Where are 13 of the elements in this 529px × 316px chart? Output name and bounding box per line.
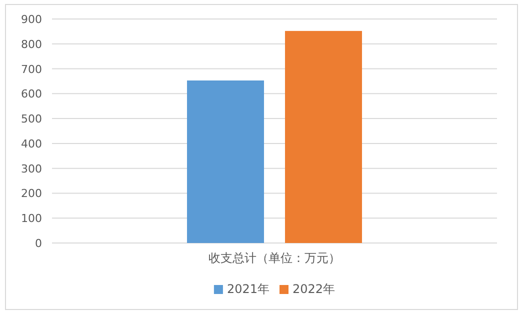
y-tick-label: 0: [35, 237, 42, 250]
y-tick-label: 600: [21, 88, 42, 101]
y-tick-label: 200: [21, 187, 42, 200]
y-tick-label: 800: [21, 38, 42, 51]
y-tick-label: 700: [21, 62, 42, 76]
y-tick-label: 400: [21, 137, 42, 150]
legend-label: 2021年: [226, 282, 270, 296]
y-tick-label: 300: [21, 162, 42, 176]
x-tick-label: 收支总计（单位：万元）: [208, 251, 340, 265]
y-tick-label: 100: [21, 212, 42, 226]
y-tick-label: 500: [21, 112, 42, 126]
y-tick-label: 900: [21, 13, 42, 26]
legend-label: 2022年: [292, 282, 336, 296]
